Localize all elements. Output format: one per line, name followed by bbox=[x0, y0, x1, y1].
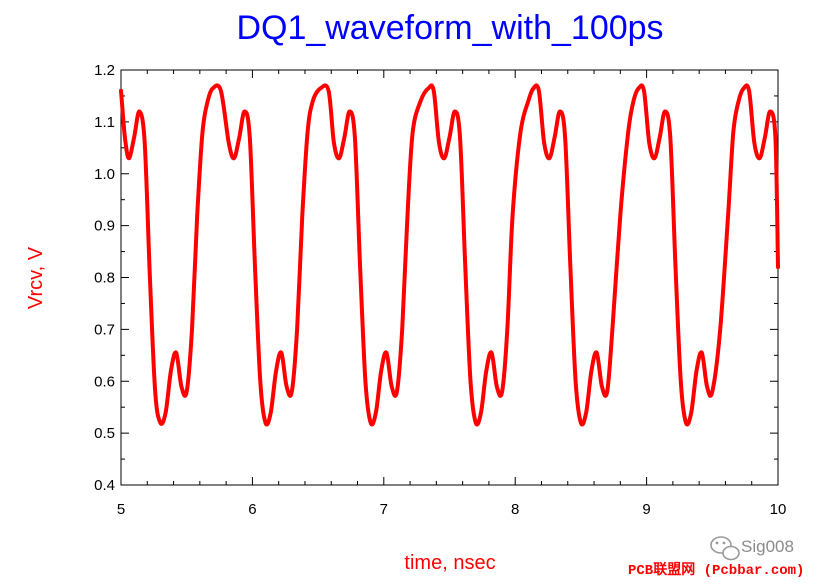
y-tick-label: 0.8 bbox=[94, 270, 115, 287]
y-axis-ticks bbox=[121, 69, 778, 486]
x-axis-title: time, nsec bbox=[404, 552, 495, 574]
watermark: Sig008 PCB联盟网 (Pcbbar.com) bbox=[628, 536, 804, 579]
waveform-line bbox=[119, 83, 780, 427]
y-axis-title: Vrcv, V bbox=[25, 246, 47, 309]
y-axis-tick-labels: 0.4 0.5 0.6 0.7 0.8 0.9 1.0 1.1 1.2 bbox=[94, 62, 115, 494]
wechat-icon bbox=[710, 536, 740, 561]
y-tick-label: 1.1 bbox=[94, 114, 115, 131]
plot-area: 0.4 0.5 0.6 0.7 0.8 0.9 1.0 1.1 1.2 5 6 7 8 9 10 bbox=[94, 62, 786, 518]
y-tick-label: 0.7 bbox=[94, 321, 115, 338]
x-tick-label: 6 bbox=[248, 501, 256, 518]
x-tick-label: 9 bbox=[642, 501, 650, 518]
y-tick-label: 0.9 bbox=[94, 218, 115, 235]
x-tick-label: 10 bbox=[770, 501, 787, 518]
y-tick-label: 0.6 bbox=[94, 373, 115, 390]
x-tick-label: 7 bbox=[380, 501, 388, 518]
watermark-site: PCB联盟网 (Pcbbar.com) bbox=[628, 562, 804, 579]
x-axis-ticks bbox=[120, 70, 779, 485]
y-tick-label: 0.4 bbox=[94, 477, 115, 494]
x-axis-tick-labels: 5 6 7 8 9 10 bbox=[117, 501, 787, 518]
y-tick-label: 1.0 bbox=[94, 166, 115, 183]
chart-title: DQ1_waveform_with_100ps bbox=[236, 9, 663, 47]
x-tick-label: 8 bbox=[511, 501, 519, 518]
x-tick-label: 5 bbox=[117, 501, 125, 518]
y-tick-label: 0.5 bbox=[94, 425, 115, 442]
y-tick-label: 1.2 bbox=[94, 62, 115, 79]
watermark-brand: Sig008 bbox=[741, 537, 794, 556]
series-layer bbox=[119, 83, 780, 427]
